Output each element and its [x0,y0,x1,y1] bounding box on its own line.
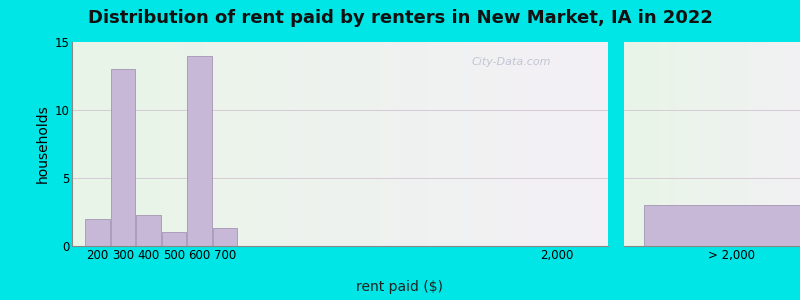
Text: City-Data.com: City-Data.com [472,57,551,68]
Text: Distribution of rent paid by renters in New Market, IA in 2022: Distribution of rent paid by renters in … [87,9,713,27]
Bar [213,228,238,246]
Bar [644,205,800,246]
Bar [86,219,110,246]
Bar [111,69,135,246]
Text: rent paid ($): rent paid ($) [357,280,443,294]
Y-axis label: households: households [36,105,50,183]
Bar [187,56,212,246]
Bar [162,232,186,246]
Bar [137,215,161,246]
